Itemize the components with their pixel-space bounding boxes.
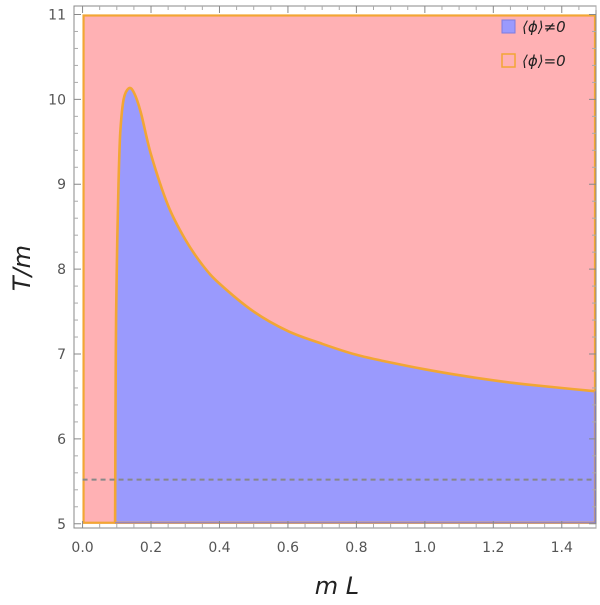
x-tick-label: 0.2 [140,540,162,556]
x-tick-label: 0.4 [208,540,230,556]
y-tick-label: 9 [57,177,66,193]
y-axis-label: T/m [8,245,36,291]
legend-label-ordered: ⟨ϕ⟩≠0 [522,18,566,36]
region-ordered [115,87,596,524]
x-tick-label: 0.6 [277,540,299,556]
x-tick-label: 0.8 [345,540,367,556]
legend-swatch-ordered [501,19,516,34]
plot-regions [82,14,597,524]
legend: ⟨ϕ⟩≠0 ⟨ϕ⟩=0 [501,18,566,70]
y-tick-label: 5 [57,517,66,533]
y-tick-label: 6 [57,432,66,448]
legend-label-disordered: ⟨ϕ⟩=0 [522,52,566,70]
y-tick-label: 7 [57,347,66,363]
x-tick-label: 0.0 [71,540,93,556]
axis-ticks: 0.0 0.2 0.4 0.6 0.8 1.0 1.2 1.4 5 6 7 8 9 10 11 [48,6,597,556]
region-ordered-outline [115,391,596,524]
x-tick-label: 1.0 [414,540,436,556]
legend-swatch-disordered [501,53,516,68]
plot-frame [73,5,597,529]
plot-border [73,5,597,529]
y-tick-label: 10 [48,92,66,108]
x-tick-label: 1.2 [482,540,504,556]
x-tick-label: 1.4 [551,540,573,556]
y-tick-label: 11 [48,7,66,23]
x-axis-label: m L [315,572,359,600]
y-tick-label: 8 [57,262,66,278]
phase-boundary-curve [113,86,597,524]
